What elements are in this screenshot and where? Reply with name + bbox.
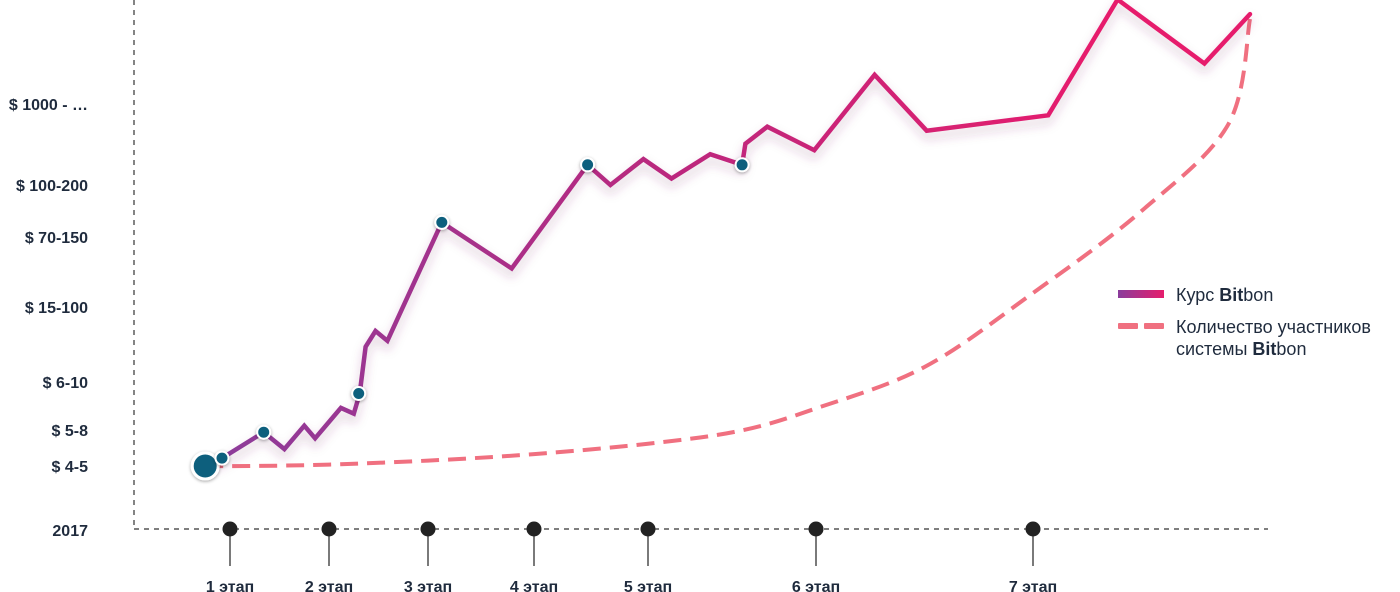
legend: Курс Bitbon Количество участников систем… [1118,284,1400,360]
stage-label: 1 этап [206,579,254,592]
rate-point-marker [434,214,450,230]
legend-label-participants: Количество участников системы Bitbon [1176,317,1371,359]
y-tick-label: $ 70-150 [25,230,88,247]
y-tick-label: $ 15-100 [25,300,88,317]
legend-swatch-dashed [1118,319,1164,333]
rate-point-marker [734,157,750,173]
stage-label: 7 этап [1009,579,1057,592]
stage-label: 3 этап [404,579,452,592]
y-tick-label: $ 100-200 [16,178,88,195]
legend-item-participants: Количество участников системы Bitbon [1118,316,1400,360]
y-tick-label: $ 5-8 [52,423,89,440]
legend-swatch-solid [1118,287,1164,301]
rate-point-marker [214,450,230,466]
stage-dot [321,521,337,537]
y-tick-label: $ 6-10 [43,375,88,392]
stage-label: 4 этап [510,579,558,592]
stage-label: 5 этап [624,579,672,592]
stage-dot [1025,521,1041,537]
stage-dot [526,521,542,537]
y-tick-label: $ 1000 - … [9,97,88,114]
stage-dot [222,521,238,537]
legend-label-rate: Курс Bitbon [1176,285,1274,305]
start-point-marker [190,451,220,481]
participants-dashed-line [205,18,1252,469]
stage-ticks: 1 этап 2 этап 3 этап 4 этап 5 этап 6 этап 7 эт… [206,521,1057,592]
rate-point-marker [580,157,596,173]
legend-item-rate: Курс Bitbon [1118,284,1400,306]
stage-label: 6 этап [792,579,840,592]
rate-markers [190,157,750,481]
stage-dot [640,521,656,537]
rate-point-marker [351,386,367,401]
rate-point-marker [256,424,272,440]
stage-dot [808,521,824,537]
stage-dot [420,521,436,537]
y-axis-tick-labels: $ 1000 - … $ 100-200 $ 70-150 $ 15-100 $ 6-1… [9,97,88,476]
stage-label: 2 этап [305,579,353,592]
x-axis-start-label: 2017 [52,523,88,540]
y-tick-label: $ 4-5 [52,459,89,476]
